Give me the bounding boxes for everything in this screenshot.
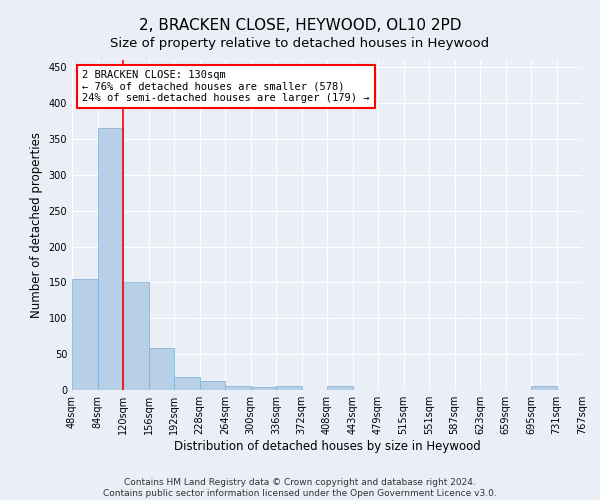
Text: Size of property relative to detached houses in Heywood: Size of property relative to detached ho… (110, 38, 490, 51)
Bar (251, 387, 276, 390)
Bar (199, 382, 225, 390)
Bar (276, 386, 302, 390)
Bar (327, 386, 353, 390)
Y-axis label: Number of detached properties: Number of detached properties (30, 132, 43, 318)
Text: 2, BRACKEN CLOSE, HEYWOOD, OL10 2PD: 2, BRACKEN CLOSE, HEYWOOD, OL10 2PD (139, 18, 461, 32)
X-axis label: Distribution of detached houses by size in Heywood: Distribution of detached houses by size … (173, 440, 481, 453)
Bar (72, 279, 97, 390)
Text: 2 BRACKEN CLOSE: 130sqm
← 76% of detached houses are smaller (578)
24% of semi-d: 2 BRACKEN CLOSE: 130sqm ← 76% of detache… (82, 70, 370, 103)
Text: Contains HM Land Registry data © Crown copyright and database right 2024.
Contai: Contains HM Land Registry data © Crown c… (103, 478, 497, 498)
Bar (123, 282, 149, 390)
Bar (174, 377, 199, 390)
Bar (97, 128, 123, 390)
Bar (225, 386, 251, 390)
Bar (531, 386, 557, 390)
Bar (149, 348, 174, 390)
